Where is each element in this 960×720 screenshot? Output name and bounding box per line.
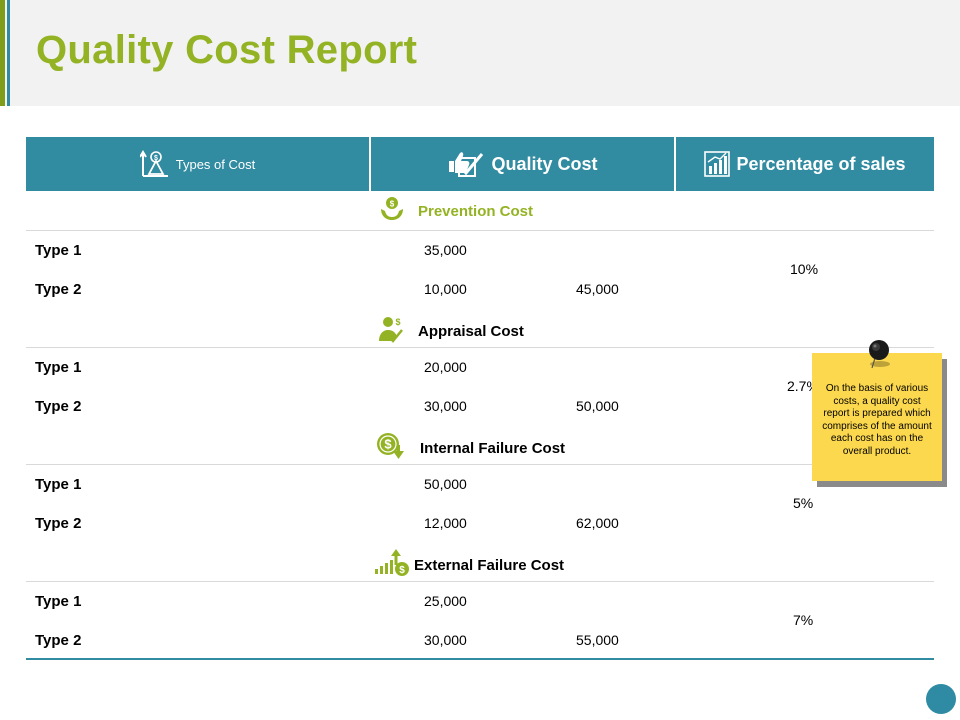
cost-total: 62,000 — [576, 515, 619, 531]
type-label: Type 1 — [35, 359, 82, 376]
thumbs-check-icon — [447, 148, 485, 180]
percent-of-sales: 7% — [793, 612, 814, 628]
person-dollar-icon: $ — [378, 315, 404, 347]
header-col2-label: Quality Cost — [491, 153, 598, 174]
accent-bar-green — [0, 0, 5, 106]
row-divider — [26, 464, 934, 465]
cost-total: 45,000 — [576, 281, 619, 297]
svg-text:$: $ — [395, 317, 400, 327]
page-title: Quality Cost Report — [36, 28, 418, 72]
row-divider — [26, 230, 934, 231]
cost-value: 35,000 — [424, 242, 467, 258]
row-divider — [26, 581, 934, 582]
svg-text:$: $ — [384, 437, 392, 452]
cost-value: 25,000 — [424, 593, 467, 609]
type-label: Type 1 — [35, 476, 82, 493]
hands-money-icon: $ — [380, 196, 404, 226]
section-title-external-failure: $ External Failure Cost — [374, 549, 564, 581]
cost-value: 30,000 — [424, 398, 467, 414]
cost-value: 20,000 — [424, 359, 467, 375]
cost-total: 50,000 — [576, 398, 619, 414]
section-name: Internal Failure Cost — [420, 439, 566, 457]
type-label: Type 2 — [35, 398, 82, 415]
accent-bar-blue — [7, 0, 10, 106]
percent-of-sales: 10% — [790, 261, 819, 277]
svg-text:$: $ — [399, 565, 405, 576]
cost-value: 10,000 — [424, 281, 467, 297]
section-title-appraisal: $ Appraisal Cost — [378, 315, 524, 347]
table-bottom-rule — [26, 658, 934, 660]
slide-nav-dot[interactable] — [926, 684, 956, 714]
cost-value: 30,000 — [424, 632, 467, 648]
push-pin-icon — [866, 338, 894, 379]
section-name: Prevention Cost — [418, 202, 534, 220]
section-title-prevention: $ Prevention Cost — [380, 196, 533, 226]
percent-of-sales: 2.7% — [787, 378, 819, 394]
title-band — [0, 0, 960, 106]
svg-text:$: $ — [390, 200, 395, 209]
bar-chart-icon — [704, 151, 731, 177]
percent-of-sales: 5% — [793, 495, 814, 511]
type-label: Type 2 — [35, 281, 82, 298]
money-bag-triangle-icon: $ — [139, 149, 170, 179]
type-label: Type 1 — [35, 593, 82, 610]
cost-value: 50,000 — [424, 476, 467, 492]
header-percentage-of-sales: Percentage of sales — [676, 137, 934, 191]
section-name: Appraisal Cost — [418, 322, 524, 340]
bars-dollar-icon: $ — [374, 549, 410, 581]
cost-value: 12,000 — [424, 515, 467, 531]
type-label: Type 2 — [35, 515, 82, 532]
sticky-note: On the basis of various costs, a quality… — [812, 353, 942, 481]
sticky-note-text: On the basis of various costs, a quality… — [822, 383, 932, 457]
section-name: External Failure Cost — [414, 556, 565, 574]
dollar-down-icon: $ — [376, 432, 406, 464]
header-col1-label: Types of Cost — [175, 156, 256, 172]
row-divider — [26, 347, 934, 348]
header-quality-cost: Quality Cost — [371, 137, 674, 191]
type-label: Type 1 — [35, 242, 82, 259]
svg-text:$: $ — [154, 155, 158, 162]
cost-total: 55,000 — [576, 632, 619, 648]
type-label: Type 2 — [35, 632, 82, 649]
header-col3-label: Percentage of sales — [736, 153, 906, 174]
header-types-of-cost: $ Types of Cost — [26, 137, 369, 191]
section-title-internal-failure: $ Internal Failure Cost — [376, 432, 565, 464]
